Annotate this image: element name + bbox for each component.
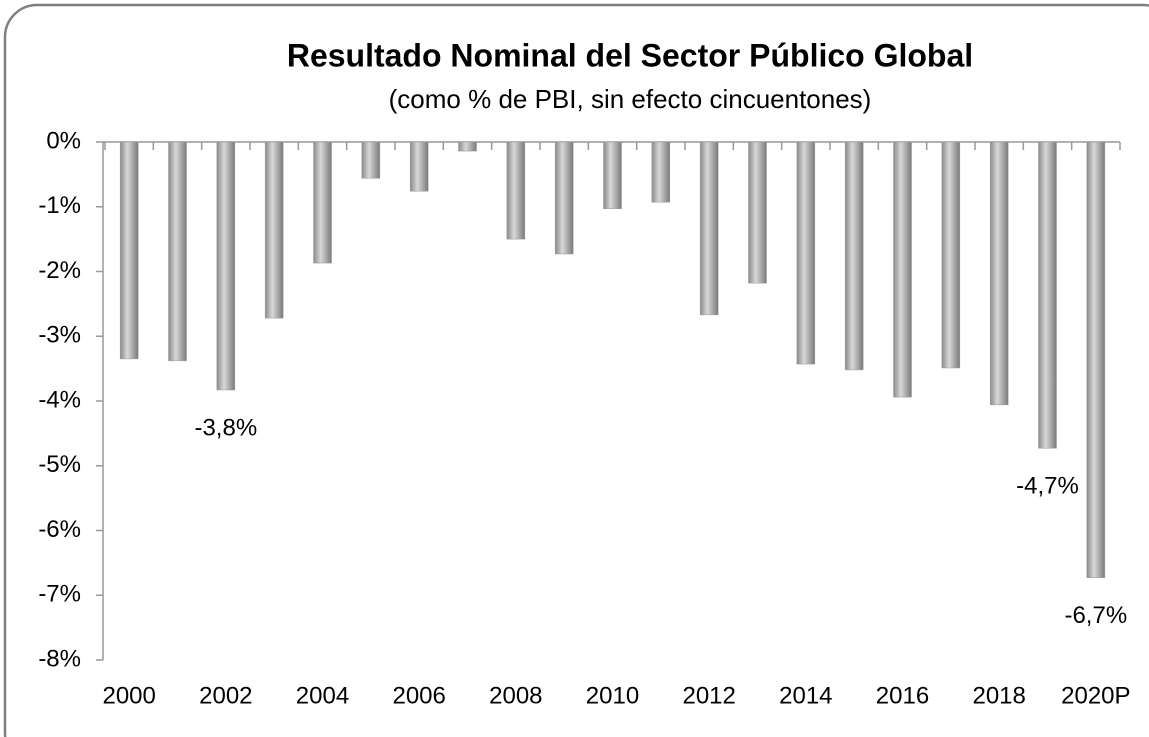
bar — [119, 141, 139, 360]
x-tick-label: 2004 — [296, 682, 349, 709]
y-tick-label: -3% — [38, 322, 81, 349]
data-label: -4,7% — [1016, 473, 1079, 500]
x-tick-label: 2018 — [972, 682, 1025, 709]
bar — [699, 141, 719, 316]
bar — [1038, 141, 1057, 449]
y-tick-label: -2% — [38, 257, 81, 284]
chart-title: Resultado Nominal del Sector Público Glo… — [287, 37, 973, 73]
bar — [216, 141, 236, 391]
y-tick-label: -7% — [38, 581, 81, 608]
bar — [651, 141, 671, 203]
bar — [264, 141, 284, 319]
bar — [941, 141, 961, 369]
bar — [989, 141, 1009, 406]
x-tick-label: 2006 — [392, 682, 445, 709]
bar — [1086, 141, 1106, 579]
y-tick-label: -5% — [38, 451, 81, 478]
bar — [506, 141, 526, 240]
y-tick-label: -4% — [38, 386, 81, 413]
x-tick-label: 2020P — [1061, 682, 1130, 709]
chart-subtitle: (como % de PBI, sin efecto cincuentones) — [389, 84, 872, 114]
data-label: -6,7% — [1064, 602, 1127, 629]
y-tick-label: -1% — [38, 192, 81, 219]
bar — [554, 141, 574, 255]
x-tick-label: 2016 — [876, 682, 929, 709]
bar — [748, 141, 767, 284]
bar — [409, 141, 429, 192]
bar — [603, 141, 622, 209]
bar — [168, 141, 187, 362]
chart-frame — [3, 3, 1149, 737]
y-tick-label: 0% — [46, 127, 81, 154]
y-tick-label: -8% — [38, 645, 81, 672]
bar — [844, 141, 864, 371]
x-tick-label: 2010 — [586, 682, 639, 709]
bar — [796, 141, 816, 365]
x-tick-label: 2002 — [199, 682, 252, 709]
x-tick-label: 2000 — [102, 682, 155, 709]
x-tick-label: 2014 — [779, 682, 832, 709]
x-tick-label: 2008 — [489, 682, 542, 709]
y-tick-label: -6% — [38, 516, 81, 543]
bar — [458, 141, 477, 152]
bar — [893, 141, 912, 398]
data-label: -3,8% — [194, 414, 257, 441]
x-tick-label: 2012 — [682, 682, 735, 709]
bar — [313, 141, 332, 264]
bar — [361, 141, 381, 179]
